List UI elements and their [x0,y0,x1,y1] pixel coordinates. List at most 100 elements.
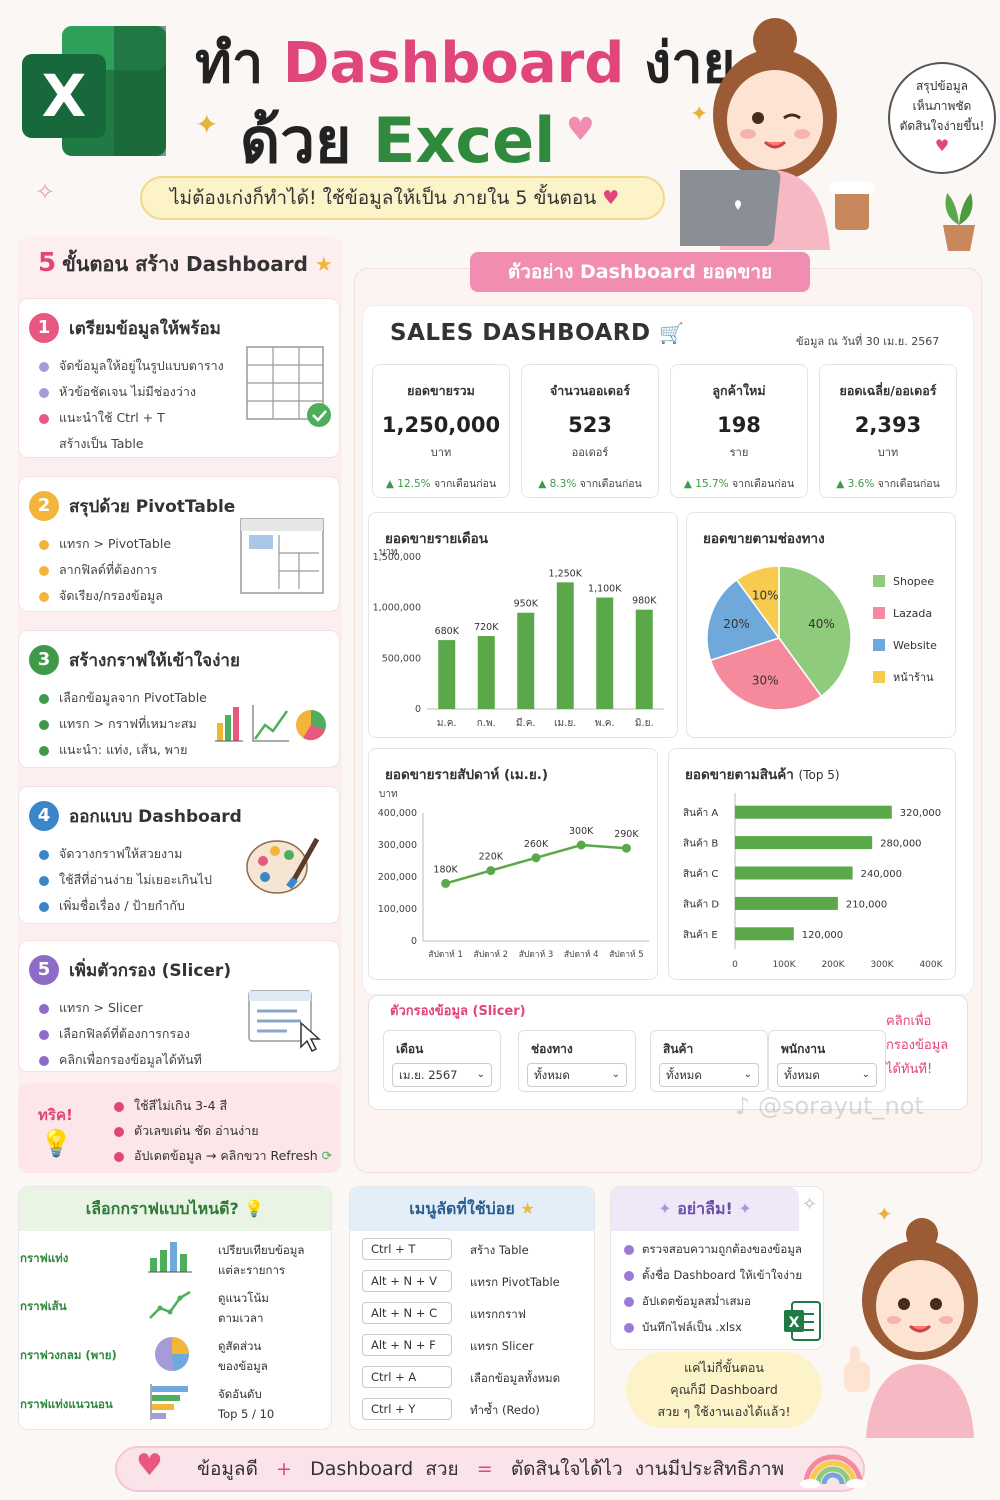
sparkle-icon: ✦ [690,102,709,127]
data-label: 30% [752,673,779,687]
cart-icon: 🛒 [659,321,685,345]
shortcut-key: Alt + N + F [362,1334,452,1356]
chevron-down-icon: ⌄ [743,1069,752,1080]
subtitle-banner: ไม่ต้องเก่งก็ทำได้! ใช้ข้อมูลให้เป็น ภาย… [140,176,665,220]
step-number: 2 [29,491,59,521]
data-label: 10% [752,589,779,603]
y-tick-label: 1,500,000 [373,552,421,563]
step-bullet: เพิ่มชื่อเรื่อง / ป้ายกำกับ [39,893,212,919]
step-title: ออกแบบ Dashboard [69,807,242,827]
y-tick-label: 500,000 [382,653,421,664]
tip-item: อัปเดตข้อมูล → คลิกขวา Refresh ⟳ [114,1143,332,1168]
sparkle-icon: ✦ [195,108,219,141]
data-point [486,866,496,876]
slicer-dropdown[interactable]: เม.ย. 2567 ⌄ [392,1063,492,1087]
category-label: สินค้า A [683,807,718,819]
data-label: 120,000 [802,930,843,941]
steps-heading: 5 ขั้นตอน สร้าง Dashboard ★ [38,248,333,278]
y-axis-label: บาท [379,789,398,800]
step-number: 3 [29,645,59,675]
slicer-channel[interactable]: ช่องทาง ทั้งหมด ⌄ [518,1030,636,1092]
x-tick-label: ก.พ. [477,718,496,729]
x-tick-label: สัปดาห์ 4 [564,949,599,960]
x-tick-label: 300K [870,960,894,970]
x-tick-label: สัปดาห์ 3 [519,949,554,960]
series-line [445,843,627,885]
legend-label: Shopee [893,575,934,588]
data-label: 950K [514,599,539,610]
shortcut-action: เลือกข้อมูลทั้งหมด [470,1371,561,1385]
step-4: 4 ออกแบบ Dashboard จัดวางกราฟให้สวยงาม ใ… [18,786,340,924]
bar [735,805,892,819]
data-point [531,853,541,863]
slicer-dropdown[interactable]: ทั้งหมด ⌄ [659,1063,759,1087]
shortcut-key: Alt + N + C [362,1302,452,1324]
xlsx-file-icon: X [782,1300,822,1346]
x-tick-label: ม.ค. [437,718,457,729]
legend-swatch [873,671,885,683]
chart-type-label: กราฟเส้น [20,1299,67,1313]
y-axis-label: บาท [379,547,398,558]
step-3: 3 สร้างกราฟให้เข้าใจง่าย เลือกข้อมูลจาก … [18,630,340,768]
chart-type-desc: จัดอันดับ Top 5 / 10 [218,1387,275,1421]
pie-slice [735,565,780,641]
shortcut-key: Ctrl + T [362,1238,452,1260]
step-bullet: จัดข้อมูลให้อยู่ในรูปแบบตาราง [39,353,224,379]
data-label: 290K [614,829,639,840]
tips-box: ทริค! 💡 ใช้สีไม่เกิน 3-4 สี ตัวเลขเด่น ช… [18,1083,340,1173]
weekly-sales-chart: ยอดขายรายสัปดาห์ (เม.ย.) บาท 0 100,000 200,… [368,748,658,980]
kpi-card: ยอดเฉลี่ย/ออเดอร์ 2,393 บาท ▲ 3.6% จากเด… [819,364,957,498]
y-tick-label: 100,000 [378,904,417,915]
shortcut-action: แทรก Slicer [470,1339,534,1353]
x-tick-label: มิ.ย. [635,718,654,729]
chevron-down-icon: ⌄ [861,1069,870,1080]
title-line2: ด้วย Excel [240,104,556,177]
footer-banner: ข้อมูลดี + Dashboard สวย = ตัดสินใจได้ไว… [115,1446,865,1492]
data-label: 280,000 [880,839,921,850]
data-label: 40% [808,617,835,631]
data-label: 220K [479,852,504,863]
x-tick-label: พ.ค. [595,718,615,729]
reminder-item: บันทึกไฟล์เป็น .xlsx [624,1319,742,1337]
shortcuts-heading: เมนูลัดที่ใช้บ่อย ★ [350,1187,594,1231]
svg-text:X: X [789,1315,800,1331]
step-bullet: แทรก > Slicer [39,995,202,1021]
shortcut-action: สร้าง Table [470,1243,529,1257]
girl-laptop-illustration [655,10,890,250]
sparkle-icon: ✧ [35,178,56,206]
shortcut-action: แทรก PivotTable [470,1275,560,1289]
table-icon [245,345,335,435]
excel-logo: X [22,20,172,160]
data-label: 210,000 [846,899,887,910]
plant-icon [935,185,983,257]
data-label: 320,000 [900,808,941,819]
slicer-employee[interactable]: พนักงาน ทั้งหมด ⌄ [768,1030,886,1092]
pie-slice [706,578,781,662]
y-tick-label: 1,000,000 [373,603,421,614]
dashboard-ribbon: ตัวอย่าง Dashboard ยอดขาย [470,252,810,292]
kpi-card: ยอดขายรวม 1,250,000 บาท ▲ 12.5% จากเดือน… [372,364,510,498]
pie-chart-icon [152,1334,192,1378]
slicer-month[interactable]: เดือน เม.ย. 2567 ⌄ [383,1030,501,1092]
step-bullet: แนะนำ: แท่ง, เส้น, พาย [39,737,207,763]
step-bullet: ใช้สีที่อ่านง่าย ไม่เยอะเกินไป [39,867,212,893]
lightbulb-icon: 💡 [40,1129,73,1159]
y-tick-label: 400,000 [378,808,417,819]
legend-swatch [873,607,885,619]
tips-label: ทริค! [38,1106,73,1124]
step-bullet: แนะนำใช้ Ctrl + T [39,405,224,431]
data-label: 180K [433,864,458,875]
pie-slice [778,565,852,698]
slicer-title: ตัวกรองข้อมูล (Slicer) [390,1004,526,1019]
step-bullet: หัวข้อชัดเจน ไม่มีช่องว่าง [39,379,224,405]
horizontal-bar-icon [148,1384,194,1424]
slicer-dropdown[interactable]: ทั้งหมด ⌄ [777,1063,877,1087]
shortcut-action: ทำซ้ำ (Redo) [470,1403,540,1417]
reminder-note: แค่ไม่กี่ขั้นตอน คุณก็มี Dashboard สวย ๆ… [626,1352,822,1428]
step-number: 5 [29,955,59,985]
slicer-product[interactable]: สินค้า ทั้งหมด ⌄ [650,1030,768,1092]
data-label: 20% [723,617,750,631]
slicer-dropdown[interactable]: ทั้งหมด ⌄ [527,1063,627,1087]
shortcut-action: แทรกกราฟ [470,1307,526,1321]
chevron-down-icon: ⌄ [611,1069,620,1080]
